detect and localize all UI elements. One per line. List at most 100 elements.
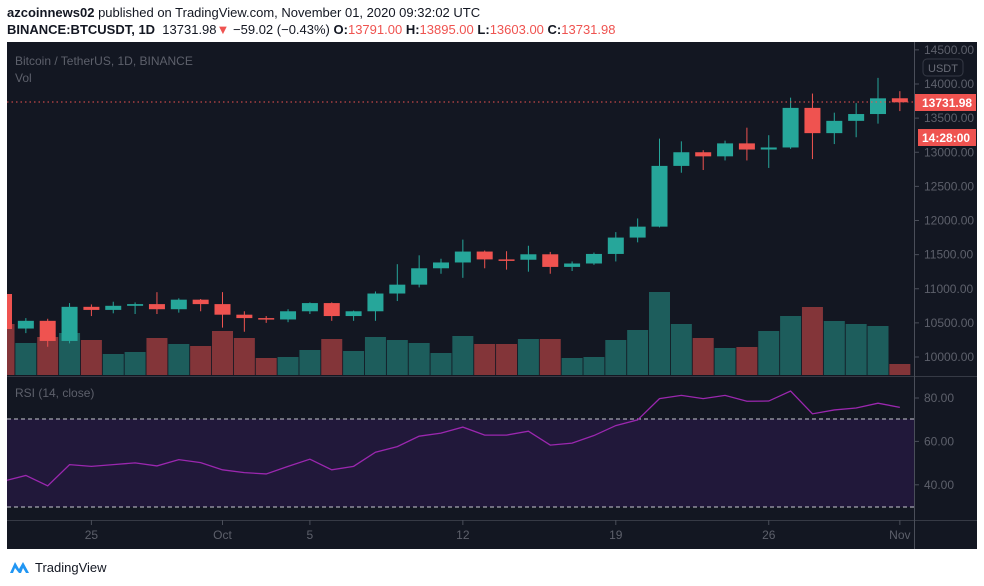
volume-bar [496, 344, 518, 375]
footer: TradingView [9, 559, 107, 575]
price-tick-label: 11000.00 [924, 282, 973, 296]
candle-body [258, 318, 275, 320]
candle-body [83, 306, 100, 310]
tradingview-logo-icon [10, 562, 29, 573]
candle-body [367, 293, 384, 312]
price-tick-label: 13500.00 [924, 111, 974, 125]
volume-bar [780, 316, 802, 375]
rsi-band [7, 419, 914, 507]
volume-bar [7, 324, 15, 375]
volume-bar [190, 346, 212, 375]
candle-body [891, 98, 908, 103]
last-price-badge [914, 94, 976, 111]
time-axis[interactable]: 25 Oct 5 12 19 26 Nov [85, 520, 911, 542]
volume-bar [299, 350, 321, 375]
footer-brand[interactable]: TradingView [35, 559, 107, 575]
rsi-tick-label: 40.00 [924, 478, 954, 492]
volume-bar [212, 331, 233, 375]
volume-bar [649, 292, 670, 375]
candle-body [7, 294, 12, 330]
volume-bar [102, 354, 124, 375]
time-tick-label: 12 [456, 528, 470, 542]
volume-bar [758, 331, 780, 375]
volume-bar [80, 340, 102, 375]
volume-bar [146, 338, 168, 375]
price-tick-label: 13000.00 [924, 145, 974, 159]
volume-bar [277, 357, 299, 375]
volume-bar [692, 338, 714, 375]
volume-bar [343, 351, 365, 375]
rsi-label: RSI (14, close) [15, 386, 94, 400]
candle-body [17, 320, 34, 329]
volume-bar [845, 324, 867, 375]
volume-bar [517, 339, 539, 375]
candle-body [542, 254, 559, 267]
time-tick-label: 25 [85, 528, 99, 542]
candle-body [127, 304, 144, 306]
candle-body [301, 303, 318, 312]
price-axis[interactable]: 14500.00 14000.00 13500.00 13000.00 12500.00… [914, 43, 974, 364]
volume-bar [168, 344, 190, 375]
volume-bar [714, 348, 736, 375]
last-price-label: 13731.98 [922, 96, 972, 110]
volume-bar [801, 307, 823, 375]
time-tick-label: 19 [609, 528, 623, 542]
volume-bar [124, 352, 146, 375]
volume-bar [386, 340, 408, 375]
candle-body [498, 259, 515, 261]
candle-body [170, 299, 187, 310]
author[interactable]: azcoinnews02 [7, 5, 95, 20]
candle-body [61, 306, 78, 341]
candle-body [629, 226, 646, 238]
volume-bar [736, 347, 758, 375]
candle-body [717, 143, 734, 157]
currency-badge[interactable] [922, 58, 964, 77]
candle-body [760, 147, 777, 150]
candle-body [192, 299, 209, 305]
candle-body [345, 311, 362, 317]
symbol-info: BINANCE:BTCUSDT, 1D 13731.98▼ −59.02 (−0… [7, 22, 616, 37]
time-tick-label: Nov [889, 528, 910, 542]
candle-body [433, 262, 449, 269]
rsi-axis[interactable]: 80.00 60.00 40.00 [914, 391, 954, 492]
candle-body [39, 320, 56, 341]
candle-body [782, 107, 799, 148]
candle-body [280, 311, 297, 320]
candle-body [389, 284, 406, 294]
volume-bar [823, 321, 845, 375]
volume-bar [255, 358, 277, 375]
candle-body [607, 237, 624, 254]
symbol: BINANCE:BTCUSDT, 1D [7, 22, 156, 37]
rsi-tick-label: 80.00 [924, 391, 954, 405]
high-value: 13895.00 [419, 22, 474, 37]
low-value: 13603.00 [489, 22, 544, 37]
candle-body [520, 254, 537, 260]
candle-body [476, 251, 493, 260]
candle-body [148, 304, 165, 310]
volume-bar [364, 337, 386, 375]
chart-title: Bitcoin / TetherUS, 1D, BINANCE [15, 54, 193, 68]
volume-bar [233, 338, 255, 375]
price-tick-label: 14500.00 [924, 43, 974, 57]
low-label: L: [477, 22, 490, 37]
close-value: 13731.98 [561, 22, 616, 37]
candle-body [105, 305, 122, 310]
candle-body [870, 98, 886, 115]
volume-bar [867, 326, 889, 375]
time-tick-label: 26 [762, 528, 776, 542]
high-label: H: [405, 22, 420, 37]
volume-bar [670, 324, 692, 375]
candle-body [585, 253, 602, 264]
price-tick-label: 10000.00 [924, 350, 974, 364]
candle-body [826, 120, 843, 134]
candle-body [411, 268, 428, 285]
close-label: C: [547, 22, 562, 37]
published-text: published on TradingView.com, November 0… [98, 5, 481, 20]
time-tick-label: 5 [307, 528, 314, 542]
candles [7, 77, 908, 347]
volume-bar [474, 344, 496, 375]
down-arrow-icon: ▼ [216, 22, 230, 37]
candle-body [236, 314, 253, 319]
price-tick-label: 11500.00 [924, 248, 973, 262]
